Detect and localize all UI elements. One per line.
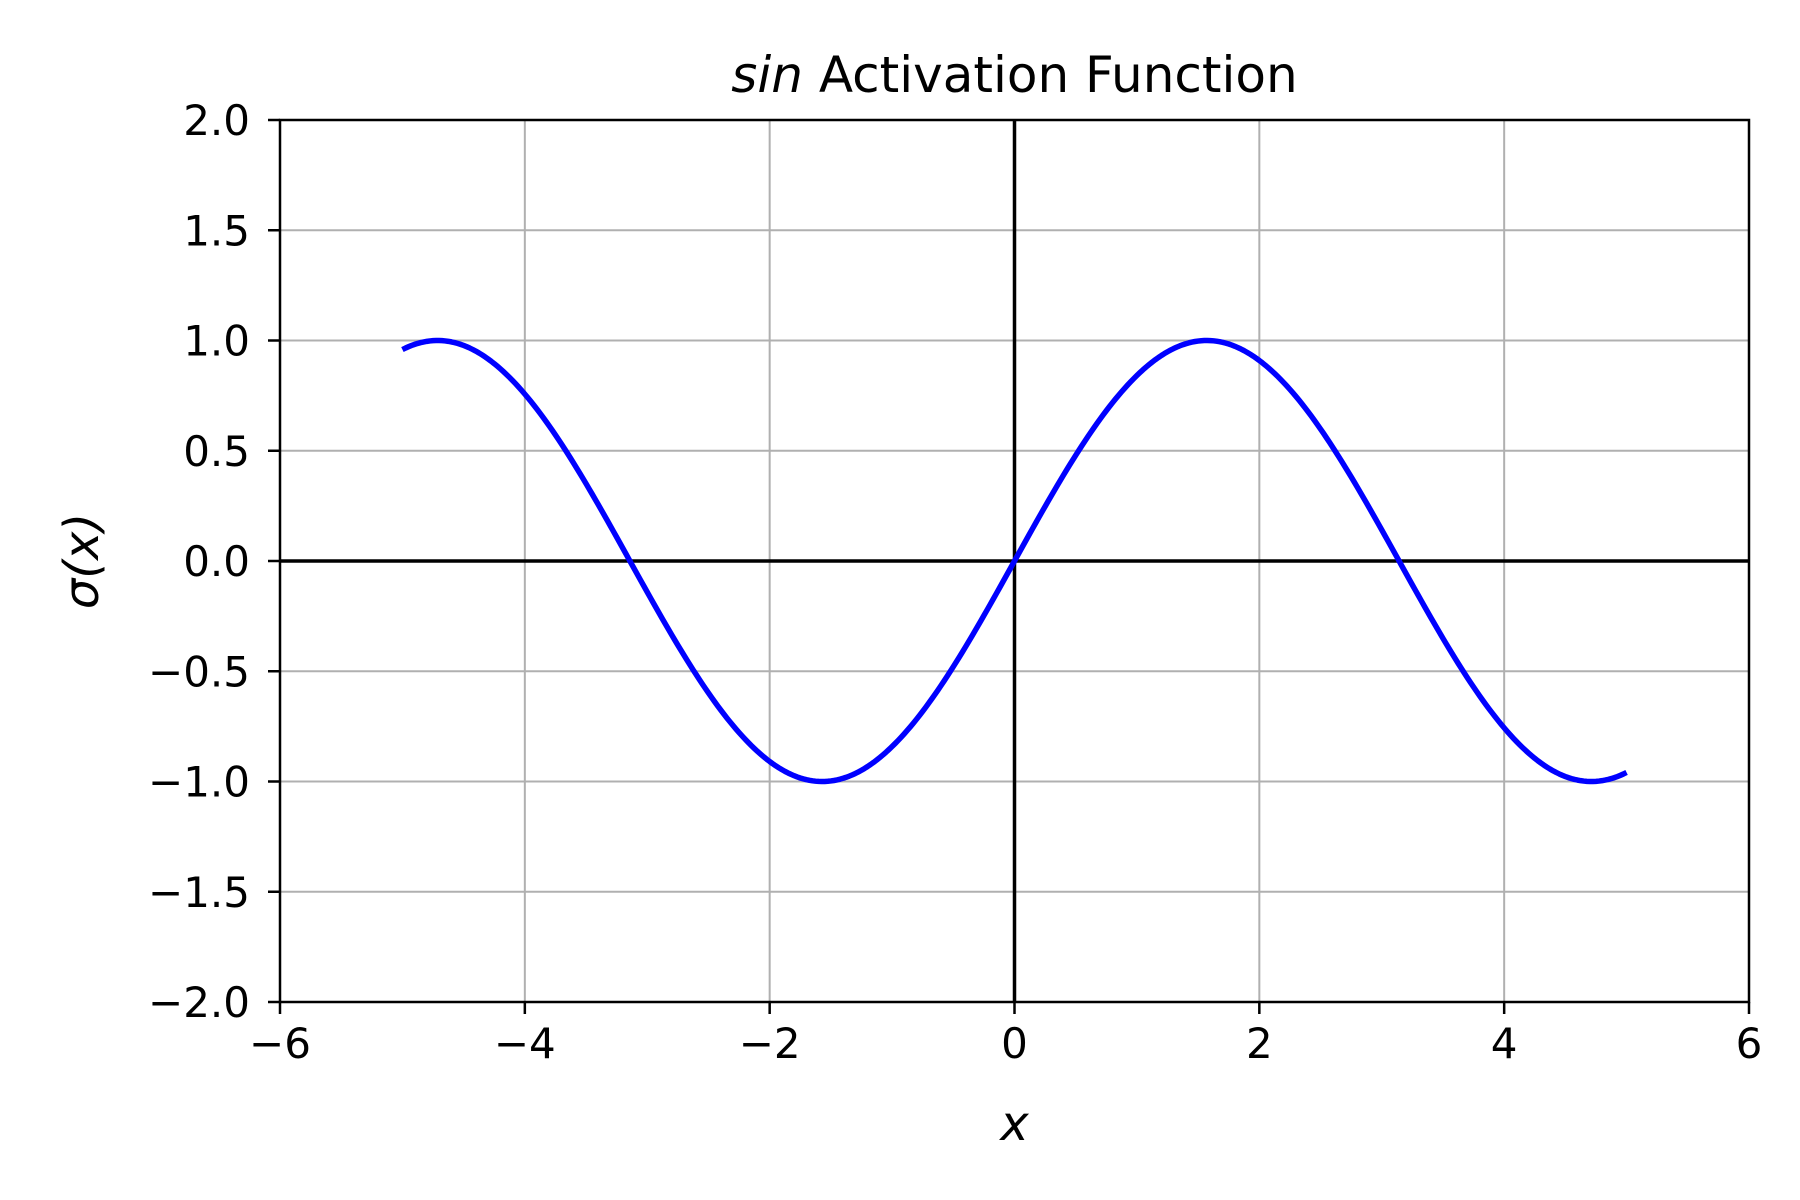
x-tick-label: −4 — [494, 1019, 556, 1068]
y-tick-label: −1.0 — [148, 758, 250, 807]
tick-marks — [268, 118, 1751, 1014]
y-tick-label: 0.5 — [183, 427, 250, 476]
y-tick-labels: −2.0 −1.5 −1.0 −0.5 0.0 0.5 1.0 1.5 2.0 — [148, 96, 250, 1027]
y-axis-label: σ(x) — [54, 513, 110, 609]
y-tick-label: 1.0 — [183, 317, 250, 366]
x-tick-label: 6 — [1736, 1019, 1763, 1068]
x-tick-label: 2 — [1246, 1019, 1273, 1068]
chart-title-italic: sin — [731, 46, 803, 104]
y-tick-label: −0.5 — [148, 647, 250, 696]
y-tick-label: 0.0 — [183, 537, 250, 586]
y-tick-label: 1.5 — [183, 206, 250, 255]
x-tick-label: −6 — [249, 1019, 311, 1068]
chart-title-rest: Activation Function — [803, 46, 1298, 104]
y-tick-label: −1.5 — [148, 868, 250, 917]
x-tick-label: −2 — [739, 1019, 801, 1068]
x-tick-label: 4 — [1491, 1019, 1518, 1068]
chart-title: sin Activation Function — [731, 46, 1297, 104]
y-tick-label: −2.0 — [148, 978, 250, 1027]
x-tick-labels: −6 −4 −2 0 2 4 6 — [249, 1019, 1762, 1068]
series-group — [401, 337, 1628, 785]
x-tick-label: 0 — [1001, 1019, 1028, 1068]
x-axis-label: x — [998, 1096, 1029, 1152]
series-line-sin — [401, 337, 1628, 785]
y-tick-label: 2.0 — [183, 96, 250, 145]
